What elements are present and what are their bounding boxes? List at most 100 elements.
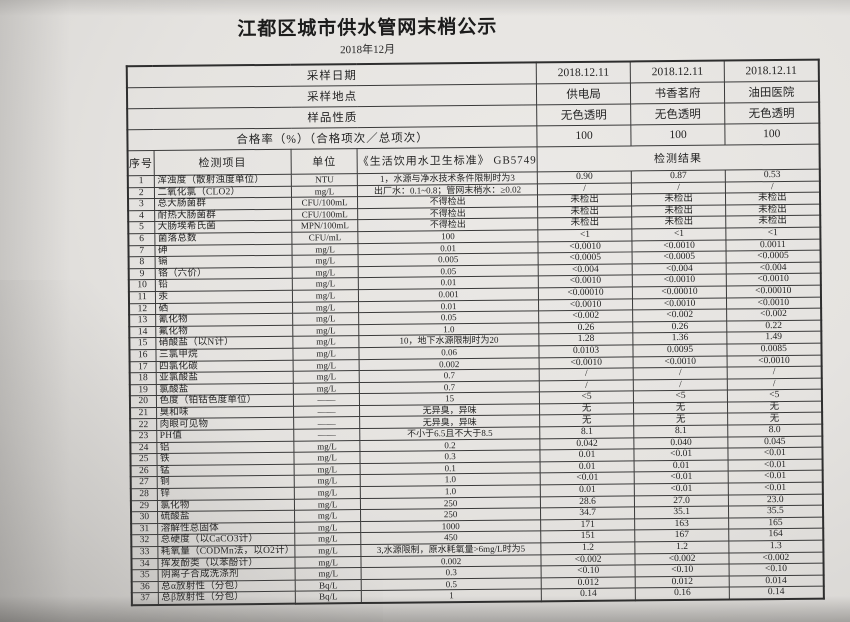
row-result-value: <0.01 bbox=[728, 470, 823, 484]
row-unit: mg/L bbox=[294, 474, 361, 488]
water-quality-table: 采样日期 2018.12.11 2018.12.11 2018.12.11 采样地点 供电… bbox=[125, 58, 825, 607]
row-result-value: 0.0011 bbox=[726, 238, 821, 252]
row-result-value: 163 bbox=[634, 517, 729, 531]
row-index: 37 bbox=[131, 592, 158, 606]
row-result-value: <0.002 bbox=[538, 310, 633, 323]
row-result-value: <0.10 bbox=[635, 564, 730, 577]
row-result-value: / bbox=[631, 181, 726, 195]
row-result-value: 8.1 bbox=[539, 425, 634, 439]
row-standard: 1 bbox=[361, 589, 542, 604]
row-index: 31 bbox=[131, 523, 158, 536]
sample-info-section: 采样日期 2018.12.11 2018.12.11 2018.12.11 采样地点 供电… bbox=[126, 59, 820, 151]
row-result-value: / bbox=[537, 182, 632, 196]
row-index: 36 bbox=[131, 581, 158, 594]
row-result-value: <1 bbox=[631, 228, 727, 241]
row-index: 3 bbox=[128, 198, 155, 211]
row-unit: NTU bbox=[291, 173, 358, 186]
row-result-value: <0.002 bbox=[729, 551, 824, 565]
row-index: 6 bbox=[128, 233, 155, 246]
row-unit: mg/L bbox=[292, 289, 359, 302]
row-result-value: / bbox=[633, 378, 728, 392]
results-section: 1 浑浊度（散射浊度单位） NTU 1，水源与净水技术条件限制时为3 0.90 0.87 0… bbox=[127, 169, 824, 606]
row-result-value: 0.26 bbox=[632, 320, 727, 334]
row-unit: mg/L bbox=[292, 335, 360, 349]
row-result-value: 171 bbox=[540, 518, 635, 532]
row-result-value: 无 bbox=[727, 412, 822, 426]
row-result-value: <0.004 bbox=[726, 261, 821, 275]
row-result-value: 0.01 bbox=[540, 483, 635, 497]
info-row-value: 无色透明 bbox=[724, 102, 819, 125]
info-row-value: 无色透明 bbox=[536, 103, 631, 126]
row-index: 35 bbox=[131, 569, 158, 582]
row-result-value: <0.00010 bbox=[726, 285, 821, 298]
row-unit: mg/L bbox=[292, 301, 359, 314]
row-index: 2 bbox=[127, 187, 155, 199]
info-row-value: 100 bbox=[630, 124, 726, 146]
row-result-value: / bbox=[725, 180, 820, 194]
row-index: 14 bbox=[129, 326, 156, 339]
row-result-value: 未检出 bbox=[537, 194, 632, 207]
row-result-value: 8.0 bbox=[727, 424, 822, 437]
info-row-value: 2018.12.11 bbox=[536, 61, 631, 84]
row-index: 18 bbox=[129, 372, 156, 385]
row-result-value: <0.0010 bbox=[538, 240, 633, 253]
row-result-value: <0.0010 bbox=[632, 239, 727, 253]
row-result-value: 0.0095 bbox=[633, 343, 728, 357]
row-unit: mg/L bbox=[293, 370, 360, 383]
row-index: 26 bbox=[130, 465, 157, 478]
row-result-value: / bbox=[727, 377, 822, 391]
row-result-value: <0.00010 bbox=[538, 286, 633, 300]
row-result-value: <0.0010 bbox=[726, 273, 821, 286]
row-result-value: 0.87 bbox=[631, 170, 726, 183]
row-result-value: 0.040 bbox=[633, 436, 729, 450]
row-result-value: 1.2 bbox=[634, 541, 730, 554]
row-result-value: 无 bbox=[727, 401, 822, 414]
row-result-value: 未检出 bbox=[725, 215, 820, 229]
row-unit: mg/L bbox=[294, 544, 362, 557]
row-result-value: 1.3 bbox=[728, 540, 824, 553]
info-row-value: 油田医院 bbox=[724, 81, 819, 104]
row-result-value: 无 bbox=[539, 414, 634, 427]
row-result-value: <0.01 bbox=[728, 458, 823, 472]
row-unit: mg/L bbox=[294, 463, 361, 476]
row-result-value: 0.16 bbox=[635, 587, 730, 601]
info-row-value: 100 bbox=[536, 124, 632, 147]
row-result-value: <0.0010 bbox=[726, 296, 821, 310]
row-unit: mg/L bbox=[294, 532, 361, 546]
row-index: 9 bbox=[128, 268, 155, 281]
row-index: 30 bbox=[131, 511, 158, 524]
info-row-value: 2018.12.11 bbox=[724, 59, 819, 83]
row-result-value: 1.49 bbox=[726, 331, 822, 344]
row-result-value: <0.0010 bbox=[538, 298, 633, 311]
row-result-value: <0.004 bbox=[538, 263, 633, 277]
row-index: 15 bbox=[129, 337, 156, 350]
row-item-name: 总β放射性（分包） bbox=[157, 591, 296, 605]
row-unit: —— bbox=[293, 428, 360, 441]
row-result-value: <0.01 bbox=[728, 482, 823, 495]
row-result-value: 0.012 bbox=[541, 576, 636, 590]
row-result-value: 151 bbox=[540, 530, 635, 543]
row-unit: mg/L bbox=[292, 254, 359, 267]
row-result-value: <0.01 bbox=[634, 448, 729, 461]
row-index: 10 bbox=[128, 279, 155, 292]
row-result-value: 0.042 bbox=[539, 437, 635, 451]
row-result-value: <0.01 bbox=[728, 447, 823, 460]
row-unit: mg/L bbox=[293, 440, 361, 453]
row-result-value: <1 bbox=[725, 227, 821, 240]
row-unit: —— bbox=[293, 405, 360, 418]
row-result-value: 0.90 bbox=[537, 170, 632, 184]
row-unit: mg/L bbox=[292, 266, 359, 279]
row-result-value: <0.00010 bbox=[632, 285, 727, 299]
row-result-value: / bbox=[539, 379, 634, 393]
document-content: 江都区城市供水管网末梢公示 2018年12月 采样日期 2018.12.11 201… bbox=[125, 11, 825, 607]
row-result-value: 未检出 bbox=[631, 204, 726, 218]
row-result-value: 0.0085 bbox=[727, 343, 822, 356]
row-result-value: 1.2 bbox=[540, 541, 636, 555]
title-block: 江都区城市供水管网末梢公示 2018年12月 bbox=[127, 11, 607, 60]
row-index: 5 bbox=[128, 221, 155, 234]
page-subtitle: 2018年12月 bbox=[340, 43, 396, 57]
row-result-value: <0.0005 bbox=[538, 252, 633, 265]
row-result-value: 0.014 bbox=[729, 574, 824, 588]
row-index: 29 bbox=[130, 500, 158, 512]
col-header-index: 序号 bbox=[127, 150, 154, 176]
